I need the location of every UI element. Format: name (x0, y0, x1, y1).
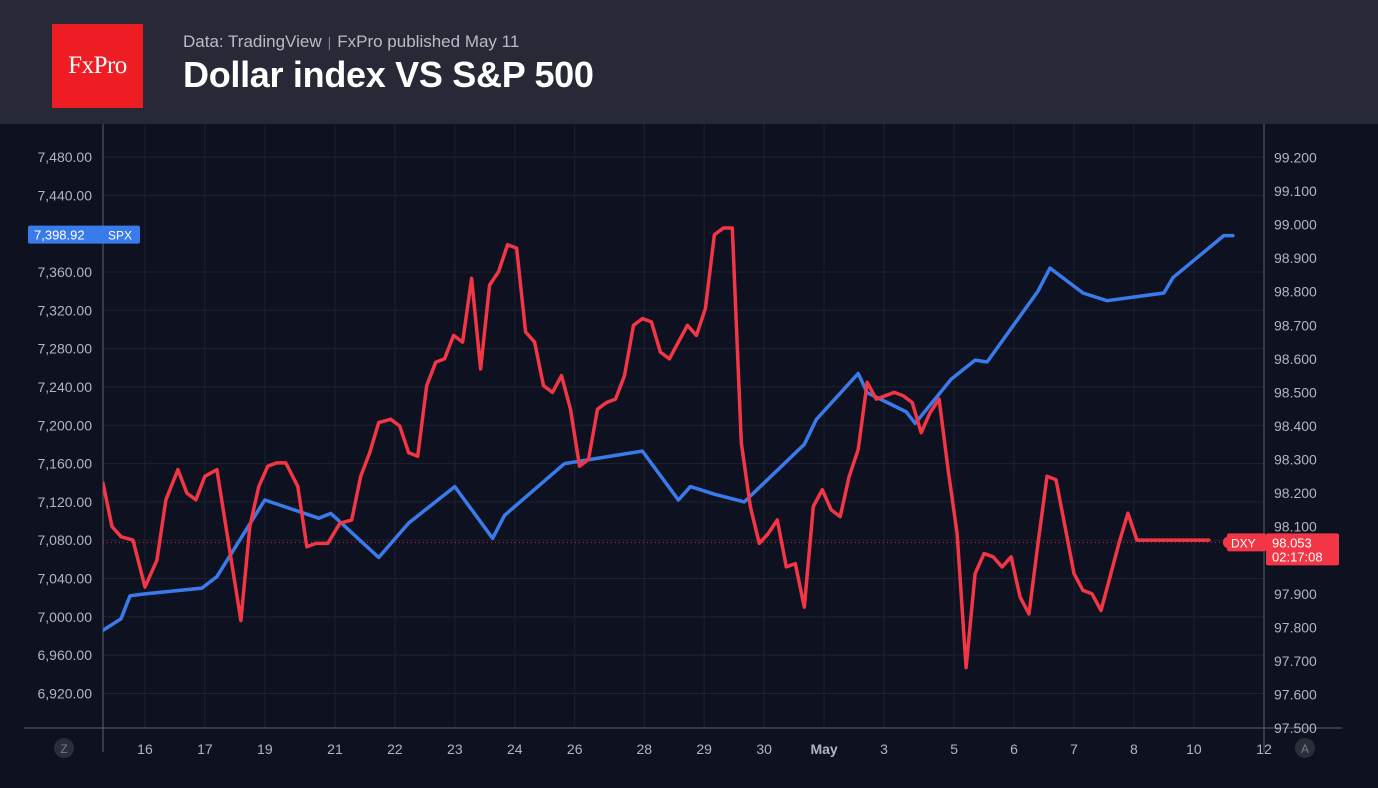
right-axis-tick-label: 98.500 (1274, 384, 1317, 400)
time-axis-tick-label: 23 (447, 741, 463, 757)
time-axis-tick-label: 10 (1186, 741, 1202, 757)
right-axis-tick-label: 98.700 (1274, 317, 1317, 333)
chart-source-line: Data: TradingView | FxPro published May 11 (183, 32, 519, 52)
published-date: FxPro published May 11 (337, 32, 520, 51)
timezone-button[interactable] (54, 738, 74, 758)
time-axis-tick-label: 30 (756, 741, 772, 757)
right-axis-tick-label: 99.000 (1274, 217, 1317, 233)
fxpro-logo: FxPro (52, 24, 143, 108)
right-axis-tick-label: 98.200 (1274, 485, 1317, 501)
right-axis-tick-label: 97.700 (1274, 653, 1317, 669)
left-axis-tick-label: 7,080.00 (38, 532, 93, 548)
dxy-price-badge (1266, 533, 1339, 566)
left-axis-tick-label: 7,240.00 (38, 379, 93, 395)
time-axis-tick-label: 7 (1070, 741, 1078, 757)
spx-series-line[interactable] (103, 233, 1235, 633)
right-axis-tick-label: 98.300 (1274, 452, 1317, 468)
right-axis-tick-label: 97.600 (1274, 686, 1317, 702)
right-axis-tick-label: 98.800 (1274, 284, 1317, 300)
time-axis-tick-label: 26 (567, 741, 583, 757)
time-axis-tick-label: 29 (696, 741, 712, 757)
left-axis-tick-label: 7,000.00 (38, 609, 93, 625)
time-axis-tick-label: 6 (1010, 741, 1018, 757)
chart-title: Dollar index VS S&P 500 (183, 54, 594, 95)
left-axis-tick-label: 7,320.00 (38, 302, 93, 318)
right-axis-tick-label: 98.600 (1274, 351, 1317, 367)
time-axis-tick-label: 22 (387, 741, 403, 757)
spx-price-badge-value: 7,398.92 (34, 228, 85, 243)
right-axis-tick-label: 97.900 (1274, 586, 1317, 602)
left-axis-tick-label: 7,440.00 (38, 187, 93, 203)
right-axis-tick-label: 97.800 (1274, 619, 1317, 635)
dxy-name-badge-label: DXY (1231, 536, 1256, 550)
time-axis-tick-label: 16 (137, 741, 153, 757)
time-axis-tick-label: 21 (327, 741, 343, 757)
left-axis-tick-label: 7,120.00 (38, 494, 93, 510)
left-axis-tick-label: 6,960.00 (38, 647, 93, 663)
left-axis-tick-label: 7,480.00 (38, 149, 93, 165)
right-axis-tick-label: 99.100 (1274, 183, 1317, 199)
separator: | (327, 34, 332, 50)
dxy-series-line[interactable] (103, 226, 1211, 670)
left-axis-tick-label: 7,040.00 (38, 571, 93, 587)
time-axis-tick-label: May (810, 741, 837, 757)
dxy-name-badge (1227, 533, 1266, 552)
dxy-price-badge-countdown: 02:17:08 (1272, 549, 1323, 564)
time-axis-tick-label: 17 (197, 741, 213, 757)
time-axis-tick-label: 28 (636, 741, 652, 757)
chart-header: FxPro Data: TradingView | FxPro published … (0, 0, 1378, 124)
left-axis-tick-label: 7,160.00 (38, 456, 93, 472)
price-chart[interactable]: 6,920.00 6,960.00 7,000.00 7,040.00 7,080.00… (0, 124, 1378, 788)
data-source: Data: TradingView (183, 32, 322, 51)
dxy-price-badge-value: 98.053 (1272, 535, 1312, 550)
time-axis-tick-label: 5 (950, 741, 958, 757)
right-axis-tick-label: 98.400 (1274, 418, 1317, 434)
spx-price-badge (28, 225, 140, 244)
time-axis-tick-label: 19 (257, 741, 273, 757)
auto-scale-button[interactable] (1295, 738, 1315, 758)
time-axis-tick-label: 12 (1256, 741, 1272, 757)
left-axis-tick-label: 6,920.00 (38, 686, 93, 702)
left-axis-tick-label: 7,360.00 (38, 264, 93, 280)
left-axis-tick-label: 7,280.00 (38, 341, 93, 357)
auto-scale-button-label: A (1301, 742, 1309, 756)
left-axis-tick-label: 7,200.00 (38, 417, 93, 433)
right-axis-tick-label: 97.500 (1274, 720, 1317, 736)
time-axis-tick-label: 8 (1130, 741, 1138, 757)
time-axis-tick-label: 3 (880, 741, 888, 757)
spx-price-badge-name: SPX (108, 229, 132, 243)
right-axis-tick-label: 98.900 (1274, 250, 1317, 266)
right-axis-tick-label: 98.100 (1274, 519, 1317, 535)
time-axis-tick-label: 24 (507, 741, 523, 757)
timezone-button-label: Z (60, 742, 67, 756)
right-axis-tick-label: 99.200 (1274, 149, 1317, 165)
